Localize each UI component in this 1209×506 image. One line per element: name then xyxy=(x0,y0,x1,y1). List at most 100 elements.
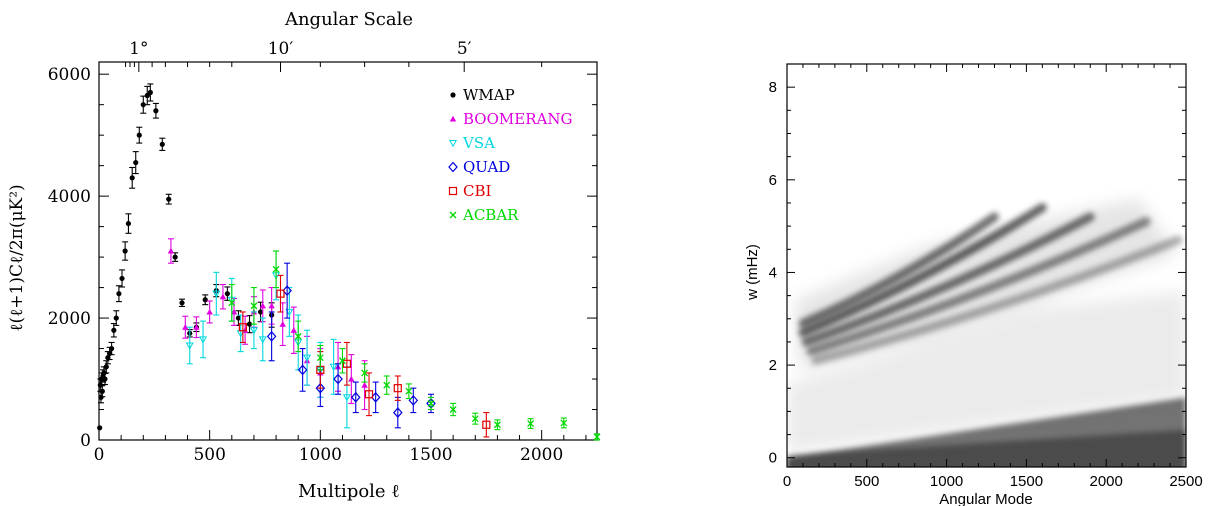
data-point xyxy=(172,254,178,260)
heatmap-x-tick-label: 0 xyxy=(783,473,791,490)
data-point xyxy=(228,299,236,307)
data-point xyxy=(593,433,601,441)
top-axis-label: Angular Scale xyxy=(284,9,413,30)
data-point xyxy=(405,387,413,395)
x-tick-label: 1500 xyxy=(409,445,452,465)
data-point xyxy=(113,315,119,321)
data-point xyxy=(202,297,208,303)
data-point xyxy=(329,363,338,372)
heatmap-y-tick-label: 4 xyxy=(769,264,777,281)
data-point xyxy=(257,309,264,315)
heatmap-x-tick-label: 500 xyxy=(854,473,879,490)
data-point xyxy=(250,302,258,310)
series-wmap xyxy=(97,83,275,431)
data-point xyxy=(153,108,159,114)
data-point xyxy=(111,327,117,333)
heatmap-ridge xyxy=(801,212,1095,347)
heatmap-image xyxy=(787,64,1186,467)
data-point xyxy=(361,369,369,377)
data-point xyxy=(103,364,109,370)
data-point xyxy=(230,308,238,315)
data-point xyxy=(249,327,258,335)
data-point xyxy=(179,300,185,306)
data-point xyxy=(493,421,501,429)
heatmap-x-axis-label: Angular Mode xyxy=(939,491,1032,506)
y-tick-label: 0 xyxy=(80,431,91,451)
heatmap-frame xyxy=(786,63,1187,468)
heatmap-y-axis-label: w (mHz) xyxy=(744,244,761,301)
data-point xyxy=(282,285,292,297)
data-point xyxy=(116,291,122,297)
data-point xyxy=(182,324,189,330)
data-point xyxy=(339,357,346,365)
angular-mode-heatmap-chart: 0 500 1000 1500 2000 2500 0 2 4 6 8 Angular Mode w… xyxy=(744,63,1203,506)
data-point xyxy=(449,115,457,122)
data-point xyxy=(219,293,227,300)
data-point xyxy=(348,375,355,382)
data-point xyxy=(350,391,361,403)
y-tick-label: 4000 xyxy=(48,187,91,207)
data-point xyxy=(97,425,103,431)
data-point xyxy=(448,161,458,173)
heatmap-y-tick-label: 8 xyxy=(769,79,777,96)
chart1-legend: WMAP BOOMERANG VSA QUAD CBI ACBAR xyxy=(448,86,572,224)
data-point xyxy=(427,399,435,407)
data-point xyxy=(109,345,115,352)
data-point xyxy=(224,291,230,297)
data-point xyxy=(258,336,267,344)
data-point xyxy=(119,275,125,282)
heatmap-haze xyxy=(787,290,1186,454)
heatmap-ridge xyxy=(798,212,999,328)
data-point xyxy=(297,364,308,376)
cmb-power-spectrum-chart: 0 500 1000 1500 2000 0 2000 4000 6000 1° 10′ 5′ WMA… xyxy=(7,9,601,502)
y-tick-label: 2000 xyxy=(48,309,91,329)
data-point xyxy=(383,381,391,389)
heatmap-ridge xyxy=(811,235,1183,365)
data-point xyxy=(266,330,277,342)
data-point xyxy=(315,382,326,394)
data-point xyxy=(342,394,351,402)
data-point xyxy=(448,139,458,148)
data-point xyxy=(102,376,108,382)
top-tick-label: 5′ xyxy=(457,39,472,59)
legend-label-cbi: CBI xyxy=(463,182,492,200)
x-axis-label: Multipole ℓ xyxy=(298,481,400,502)
data-point xyxy=(285,308,294,317)
data-point xyxy=(560,419,568,427)
x-tick-label: 1000 xyxy=(299,445,342,465)
data-point xyxy=(527,420,535,427)
series-cbi xyxy=(238,274,491,438)
data-point xyxy=(316,354,324,362)
heatmap-y-tick-label: 0 xyxy=(769,450,777,467)
data-point xyxy=(185,342,194,350)
data-point xyxy=(238,323,247,332)
data-point xyxy=(246,321,253,327)
heatmap-y-tick-label: 2 xyxy=(769,357,777,374)
heatmap-x-tick-label: 1000 xyxy=(930,473,963,490)
heatmap-low-band-core xyxy=(787,429,1186,467)
data-point xyxy=(99,388,105,394)
y-tick-label: 6000 xyxy=(48,65,91,85)
data-point xyxy=(448,186,458,196)
heatmap-x-tick-label: 2500 xyxy=(1169,473,1202,490)
data-point xyxy=(392,407,403,418)
x-tick-label: 500 xyxy=(193,445,225,465)
data-point xyxy=(361,381,368,388)
heatmap-ridge xyxy=(806,216,1151,356)
data-point xyxy=(450,92,456,98)
data-point xyxy=(140,102,146,108)
data-point xyxy=(303,354,312,362)
data-point xyxy=(235,315,242,321)
data-point xyxy=(364,390,374,399)
data-point xyxy=(259,302,266,309)
x-tick-label: 2000 xyxy=(520,445,563,465)
heatmap-x-tick-label: 1500 xyxy=(1010,473,1043,490)
chart1-axes: 0 500 1000 1500 2000 0 2000 4000 6000 1° 10′ 5′ xyxy=(48,39,598,465)
series-acbar xyxy=(228,250,601,441)
series-vsa xyxy=(185,250,351,429)
data-point xyxy=(125,220,132,227)
legend-label-acbar: ACBAR xyxy=(462,206,519,224)
data-point xyxy=(279,320,286,327)
top-tick-label: 10′ xyxy=(268,39,294,59)
data-point xyxy=(206,308,213,315)
